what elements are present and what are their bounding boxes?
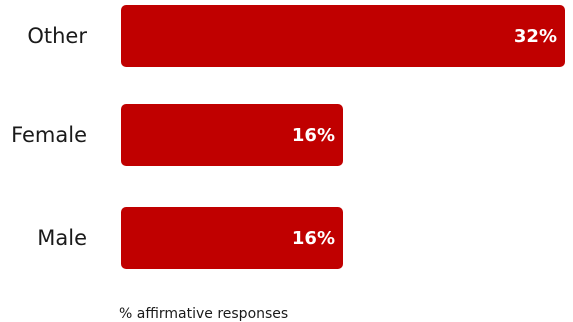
category-label-other: Other	[27, 24, 87, 48]
category-label-female: Female	[11, 123, 87, 147]
x-axis-label: % affirmative responses	[119, 306, 288, 322]
bar-male	[121, 207, 343, 269]
bar-female	[121, 104, 343, 166]
value-label-male: 16%	[292, 228, 335, 249]
bars-group: Other 32% Female 16% Male 16%	[11, 5, 565, 269]
value-label-female: 16%	[292, 125, 335, 146]
value-label-other: 32%	[514, 26, 557, 47]
bar-other	[121, 5, 565, 67]
category-label-male: Male	[37, 226, 87, 250]
